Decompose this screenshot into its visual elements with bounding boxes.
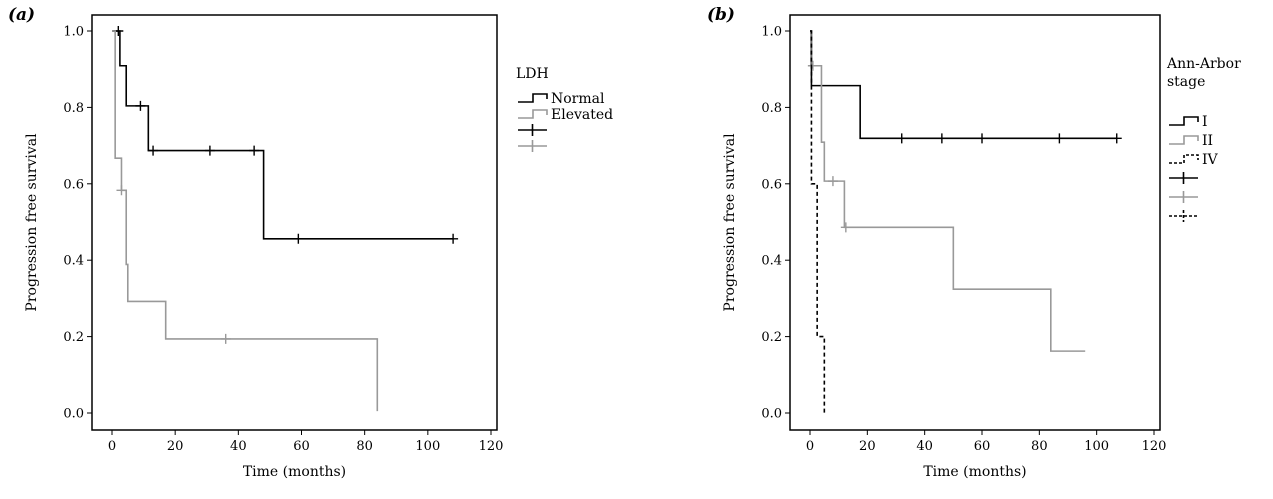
legend-censor-symbol — [1169, 172, 1198, 184]
legend-label: Elevated — [551, 107, 613, 123]
legend-label: IV — [1202, 152, 1219, 168]
censor-mark — [936, 133, 947, 144]
y-tick-label: 0.6 — [761, 177, 782, 192]
y-tick-label: 0.2 — [63, 330, 84, 345]
censor-mark — [807, 60, 818, 71]
y-tick-label: 0.8 — [761, 101, 782, 116]
censor-mark — [135, 100, 146, 111]
y-tick-label: 0.0 — [63, 407, 84, 422]
censor-mark — [896, 133, 907, 144]
plot-frame — [91, 14, 498, 431]
x-tick-label: 100 — [1084, 439, 1109, 454]
y-tick-label: 0.8 — [63, 101, 84, 116]
plot-frame — [789, 14, 1161, 431]
legend-line-symbol — [518, 93, 548, 103]
x-tick-label: 80 — [1031, 439, 1048, 454]
y-tick-label: 0.0 — [761, 407, 782, 422]
panel-label: (b) — [707, 5, 735, 25]
series-line-normal — [112, 30, 454, 240]
series-line-i — [810, 30, 1117, 140]
censor-mark — [249, 145, 260, 156]
legend-censor-symbol — [1169, 210, 1198, 222]
legend-label: Normal — [551, 91, 605, 107]
x-tick-label: 80 — [356, 439, 373, 454]
censor-mark — [1111, 133, 1122, 144]
legend-label: II — [1202, 133, 1213, 149]
censor-mark — [293, 233, 304, 244]
legend-title: LDH — [516, 66, 549, 82]
series-line-elevated — [112, 30, 379, 412]
legend-censor-symbol — [1169, 191, 1198, 203]
legend-line-symbol — [1169, 135, 1199, 145]
x-tick-label: 40 — [916, 439, 933, 454]
y-axis-title: Progression free survival — [24, 133, 40, 312]
censor-mark — [204, 145, 215, 156]
y-tick-label: 0.6 — [63, 177, 84, 192]
x-tick-label: 0 — [108, 439, 116, 454]
legend-title: stage — [1167, 74, 1205, 90]
x-axis-title: Time (months) — [243, 464, 346, 480]
censor-mark — [827, 176, 838, 187]
y-tick-label: 1.0 — [761, 25, 782, 40]
x-tick-label: 0 — [806, 439, 814, 454]
x-tick-label: 100 — [415, 439, 440, 454]
y-tick-label: 0.2 — [761, 330, 782, 345]
censor-mark — [220, 333, 231, 344]
x-axis-title: Time (months) — [923, 464, 1026, 480]
y-tick-label: 1.0 — [63, 25, 84, 40]
legend-title: Ann-Arbor — [1166, 56, 1241, 72]
censor-mark — [148, 145, 159, 156]
censor-mark — [116, 185, 127, 196]
x-tick-label: 120 — [1142, 439, 1167, 454]
y-tick-label: 0.4 — [63, 254, 84, 269]
x-tick-label: 60 — [293, 439, 310, 454]
x-tick-label: 20 — [167, 439, 184, 454]
censor-mark — [840, 222, 851, 233]
legend-censor-symbol — [518, 124, 547, 136]
y-axis-title: Progression free survival — [722, 133, 738, 312]
y-tick-label: 0.4 — [761, 254, 782, 269]
panel-label: (a) — [8, 5, 35, 25]
series-line-iv — [810, 30, 826, 413]
legend-label: I — [1202, 114, 1208, 130]
censor-mark — [448, 233, 459, 244]
x-tick-label: 120 — [479, 439, 504, 454]
legend-line-symbol — [1169, 116, 1199, 126]
panel-a: (a) 0 20 40 60 80 100 120 0.0 0.2 0.4 0.6 0.8 1.0 Time… — [8, 5, 613, 480]
censor-mark — [1054, 133, 1065, 144]
legend-line-symbol — [1169, 154, 1199, 164]
censor-mark — [977, 133, 987, 144]
panel-b: (b) 0 20 40 60 80 100 120 0.0 0.2 0.4 0.6 0.8 1.0 Time… — [707, 5, 1241, 480]
series-line-ii — [810, 30, 1086, 352]
x-tick-label: 60 — [974, 439, 991, 454]
legend-line-symbol — [518, 109, 548, 119]
x-tick-label: 40 — [230, 439, 247, 454]
x-tick-label: 20 — [859, 439, 876, 454]
legend-censor-symbol — [518, 140, 547, 152]
